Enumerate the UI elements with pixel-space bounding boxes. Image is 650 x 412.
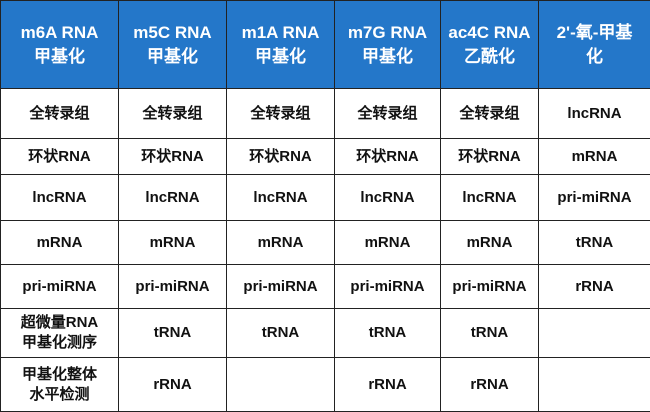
cell-line: 水平检测 <box>1 385 118 405</box>
cell-line: 乙酰化 <box>441 45 538 69</box>
table-cell: mRNA <box>441 221 539 265</box>
table-cell: pri-miRNA <box>441 265 539 309</box>
table-cell: pri-miRNA <box>335 265 441 309</box>
table-cell: mRNA <box>1 221 119 265</box>
table-cell: rRNA <box>119 358 227 412</box>
cell-line: 甲基化 <box>227 45 334 69</box>
table-cell: pri-miRNA <box>539 175 650 221</box>
table-cell <box>539 358 650 412</box>
table-cell: tRNA <box>441 309 539 358</box>
table-cell: rRNA <box>441 358 539 412</box>
cell-line: 超微量RNA <box>1 313 118 333</box>
cell-line: 甲基化测序 <box>1 333 118 353</box>
table-cell: tRNA <box>539 221 650 265</box>
cell-line: 化 <box>539 45 650 69</box>
cell-line: m6A RNA <box>1 21 118 45</box>
cell-line: m1A RNA <box>227 21 334 45</box>
table-cell: pri-miRNA <box>119 265 227 309</box>
table-cell: 环状RNA <box>1 139 119 175</box>
cell-line: 2'-氧-甲基 <box>539 21 650 45</box>
table-cell: lncRNA <box>335 175 441 221</box>
cell-line: 甲基化整体 <box>1 365 118 385</box>
table-cell: 环状RNA <box>441 139 539 175</box>
table-cell: 全转录组 <box>1 89 119 139</box>
table-cell: pri-miRNA <box>1 265 119 309</box>
cell-line: m5C RNA <box>119 21 226 45</box>
cell-line: ac4C RNA <box>441 21 538 45</box>
table-cell: 环状RNA <box>227 139 335 175</box>
table-cell: 全转录组 <box>119 89 227 139</box>
table-cell: 环状RNA <box>119 139 227 175</box>
table-cell: tRNA <box>335 309 441 358</box>
table-cell: mRNA <box>539 139 650 175</box>
cell-line: 甲基化 <box>335 45 440 69</box>
table-cell: lncRNA <box>1 175 119 221</box>
table-cell: 全转录组 <box>335 89 441 139</box>
table-cell: 全转录组 <box>441 89 539 139</box>
table-cell: lncRNA <box>119 175 227 221</box>
table-cell: 环状RNA <box>335 139 441 175</box>
cell-line: 甲基化 <box>1 45 118 69</box>
table-cell: lncRNA <box>227 175 335 221</box>
cell-line: 甲基化 <box>119 45 226 69</box>
cell-line: m7G RNA <box>335 21 440 45</box>
table-cell: rRNA <box>335 358 441 412</box>
table-cell <box>539 309 650 358</box>
table-cell: mRNA <box>119 221 227 265</box>
table-cell: lncRNA <box>539 89 650 139</box>
table-cell: mRNA <box>335 221 441 265</box>
table-cell <box>227 358 335 412</box>
table-cell: pri-miRNA <box>227 265 335 309</box>
table-cell: 全转录组 <box>227 89 335 139</box>
table-cell: rRNA <box>539 265 650 309</box>
table-cell: tRNA <box>119 309 227 358</box>
table-cell: 甲基化整体水平检测 <box>1 358 119 412</box>
table-cell: lncRNA <box>441 175 539 221</box>
header-cell: 2'-氧-甲基化 <box>539 1 650 89</box>
table-cell: mRNA <box>227 221 335 265</box>
table-cell: tRNA <box>227 309 335 358</box>
